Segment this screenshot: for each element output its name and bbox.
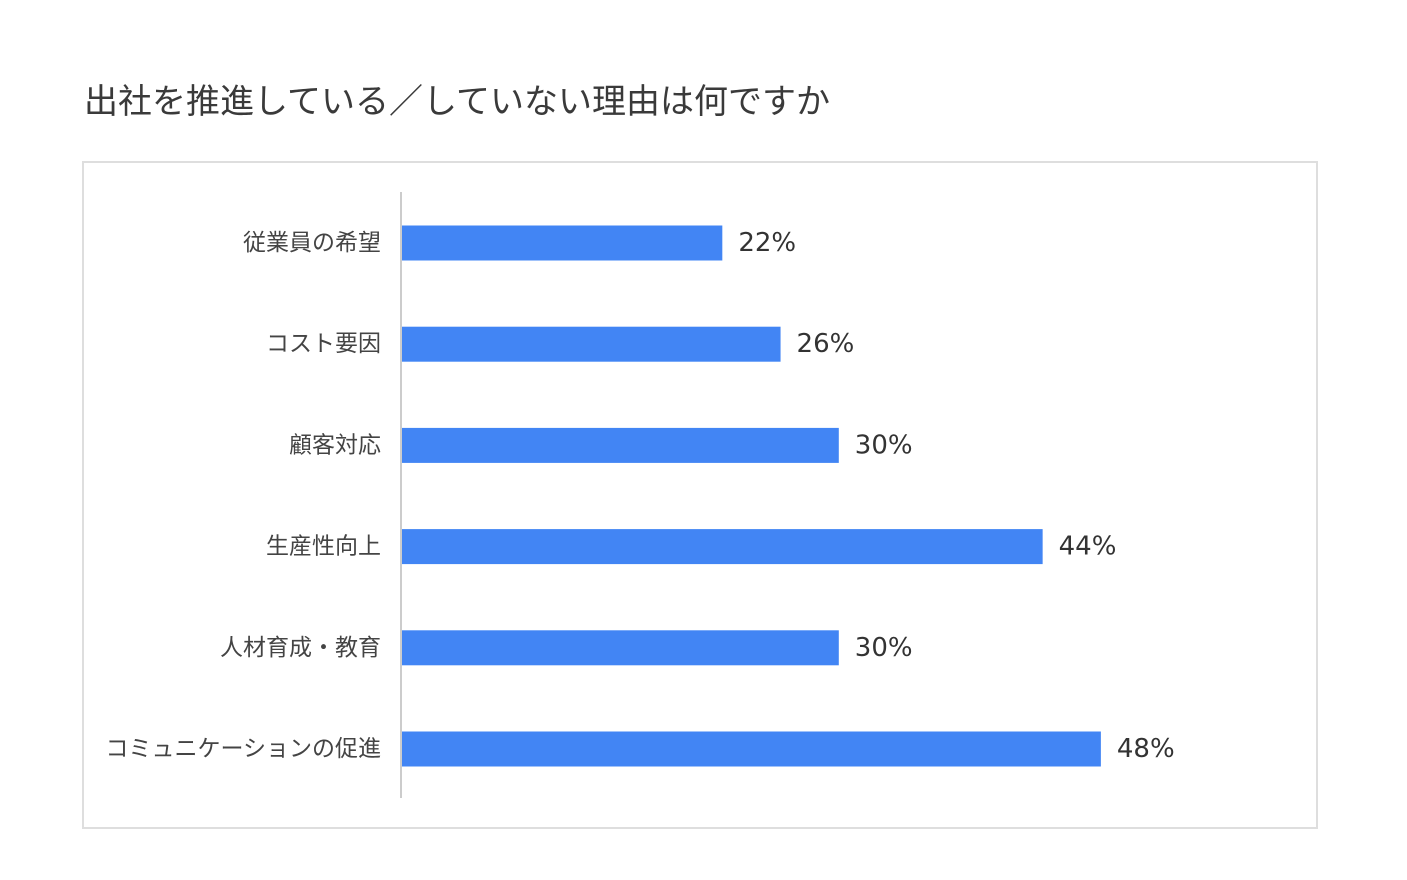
bar <box>402 630 839 666</box>
bar <box>402 529 1043 565</box>
chart-frame <box>82 161 1318 829</box>
bars-group: 従業員の希望 22% コスト要因 26% 顧客対応 30% 生産性向上 44% 人材育成・教育 3… <box>105 225 1175 767</box>
page-title: 出社を推進している／していない理由は何ですか <box>84 82 830 122</box>
category-label: コミュニケーションの促進 <box>105 736 381 762</box>
category-label: 顧客対応 <box>289 432 381 458</box>
bar <box>402 225 723 261</box>
category-label: 人材育成・教育 <box>220 635 381 661</box>
value-label: 48% <box>1117 734 1175 764</box>
bar <box>402 427 839 463</box>
value-label: 30% <box>855 430 913 460</box>
value-label: 44% <box>1059 532 1117 562</box>
value-label: 22% <box>738 228 796 258</box>
bar <box>402 731 1101 767</box>
category-label: コスト要因 <box>266 331 381 357</box>
bar <box>402 326 781 362</box>
value-label: 30% <box>855 633 913 663</box>
value-label: 26% <box>797 329 855 359</box>
category-label: 生産性向上 <box>266 534 381 560</box>
category-label: 従業員の希望 <box>243 230 381 256</box>
